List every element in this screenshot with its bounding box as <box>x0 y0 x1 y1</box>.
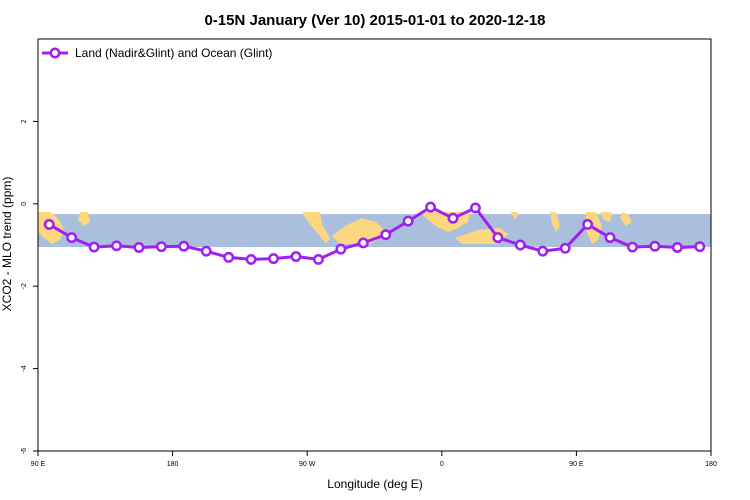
y-tick-label: 0 <box>21 202 28 206</box>
y-tick-label: -4 <box>21 365 28 371</box>
y-tick-label: -2 <box>21 283 28 289</box>
land-shape <box>510 212 518 220</box>
legend: Land (Nadir&Glint) and Ocean (Glint) <box>42 46 272 60</box>
x-tick-label: 90 E <box>31 461 46 468</box>
data-point <box>559 242 571 254</box>
data-point <box>447 212 459 224</box>
data-point <box>671 242 683 253</box>
data-point <box>133 242 145 253</box>
data-point <box>290 251 302 262</box>
land-shape <box>332 218 384 244</box>
data-point <box>200 245 212 257</box>
series-layer <box>43 201 706 265</box>
data-point <box>43 218 55 230</box>
y-tick-label: 2 <box>21 119 28 123</box>
data-point <box>604 232 616 244</box>
data-point <box>357 237 369 249</box>
data-point <box>178 240 190 252</box>
data-point <box>245 253 257 265</box>
legend-entry: Land (Nadir&Glint) and Ocean (Glint) <box>75 46 272 60</box>
x-axis: 90 E 180 90 W 0 90 E 180 <box>31 451 717 468</box>
data-point <box>514 239 526 251</box>
land-shape <box>550 212 560 232</box>
data-point <box>268 253 279 265</box>
x-tick-label: 0 <box>440 461 444 468</box>
y-axis-label: XCO2 - MLO trend (ppm) <box>0 177 14 312</box>
data-point <box>111 240 122 252</box>
x-axis-label: Longitude (deg E) <box>327 477 422 491</box>
data-point <box>694 241 706 253</box>
data-point <box>88 241 100 253</box>
data-point <box>380 229 392 241</box>
plot-frame <box>37 38 712 452</box>
data-point <box>582 218 594 230</box>
data-point <box>537 245 549 257</box>
data-point <box>425 201 437 213</box>
land-shape <box>620 212 632 226</box>
legend-marker <box>49 47 61 59</box>
land-shape <box>302 212 330 244</box>
data-point <box>649 240 661 252</box>
data-point <box>66 232 78 244</box>
x-tick-label: 90 W <box>299 461 316 468</box>
data-point <box>223 251 235 263</box>
data-point <box>627 241 638 253</box>
y-axis: -6 -4 -2 0 2 <box>21 119 38 454</box>
x-tick-label: 180 <box>167 461 179 468</box>
land-shape <box>600 212 612 222</box>
data-point <box>470 202 481 214</box>
data-point <box>492 232 504 244</box>
land-shape <box>78 212 90 226</box>
y-tick-label: -6 <box>21 448 28 454</box>
chart-title: 0-15N January (Ver 10) 2015-01-01 to 202… <box>204 12 545 29</box>
x-tick-label: 180 <box>705 461 717 468</box>
data-point <box>335 243 347 255</box>
data-point <box>155 241 167 253</box>
data-point <box>312 253 324 265</box>
data-point <box>402 215 414 227</box>
x-tick-label: 90 E <box>569 461 584 468</box>
